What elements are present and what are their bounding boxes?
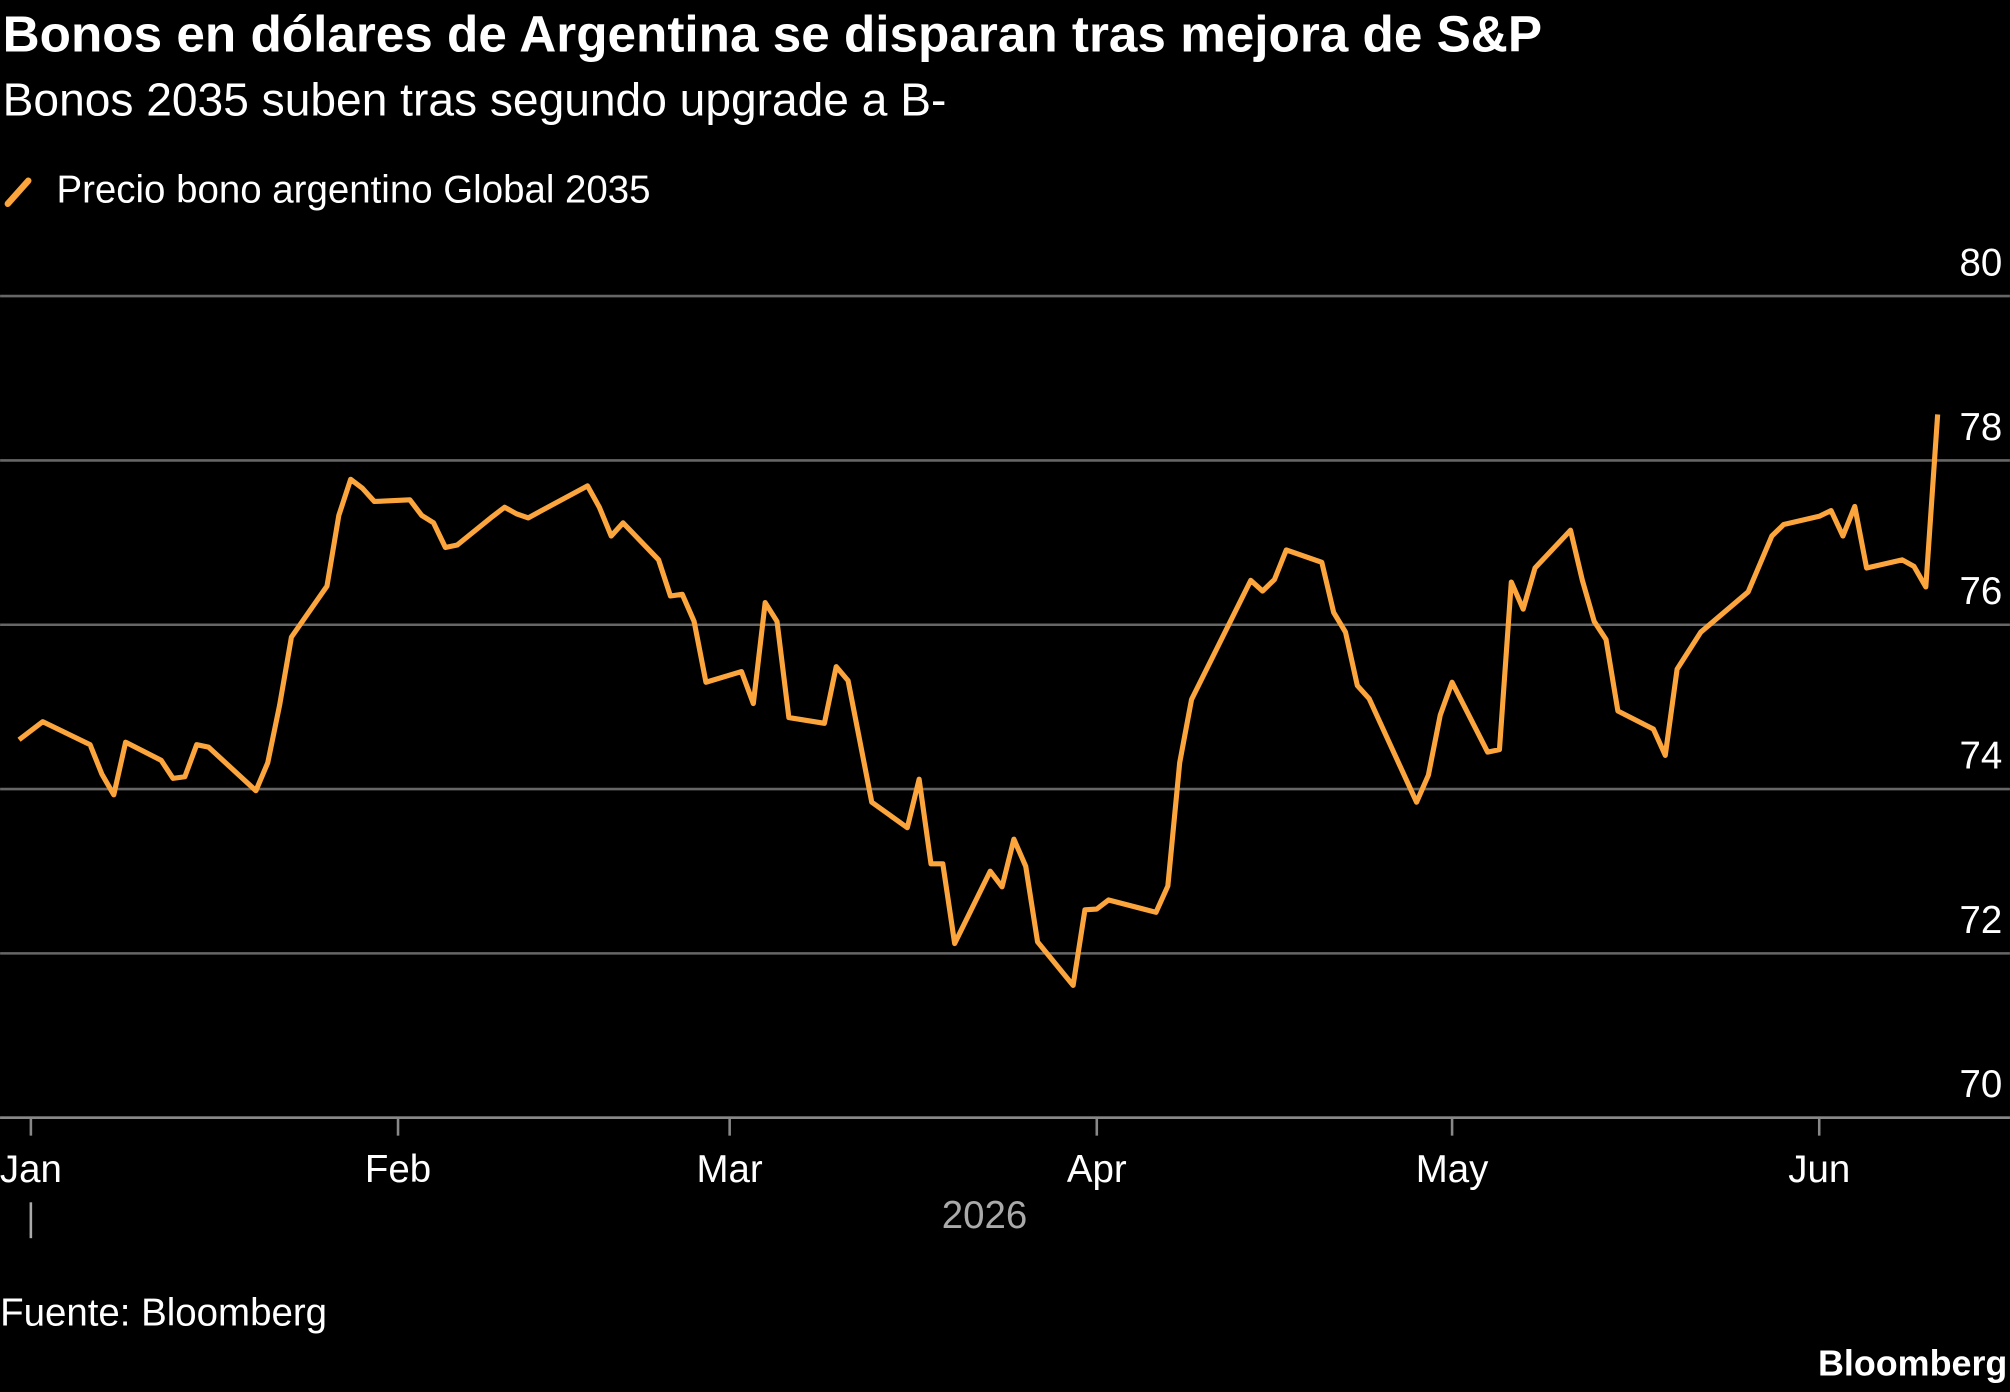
y-tick-label: 78 [1959, 406, 2002, 449]
y-tick-label: 76 [1959, 570, 2002, 613]
y-tick-label: 70 [1959, 1063, 2002, 1106]
x-tick-label: Jan [0, 1148, 62, 1191]
y-tick-label: 74 [1959, 735, 2002, 778]
x-tick-label: Jun [1788, 1148, 1850, 1191]
x-tick-label: Mar [697, 1148, 763, 1191]
x-tick-label: Apr [1067, 1148, 1127, 1191]
x-tick-label: Feb [365, 1148, 431, 1191]
legend-label: Precio bono argentino Global 2035 [56, 169, 650, 212]
chart-subtitle: Bonos 2035 suben tras segundo upgrade a … [3, 73, 947, 125]
x-tick-label: May [1416, 1148, 1489, 1191]
y-tick-label: 72 [1959, 899, 2002, 942]
y-tick-label: 80 [1959, 242, 2002, 285]
brand-logo: Bloomberg [1818, 1343, 2007, 1383]
x-axis-label: 2026 [942, 1194, 1028, 1237]
chart-title: Bonos en dólares de Argentina se dispara… [3, 5, 1542, 62]
data-line [17, 414, 1941, 988]
legend-swatch [4, 177, 32, 208]
source: Fuente: Bloomberg [0, 1291, 327, 1334]
